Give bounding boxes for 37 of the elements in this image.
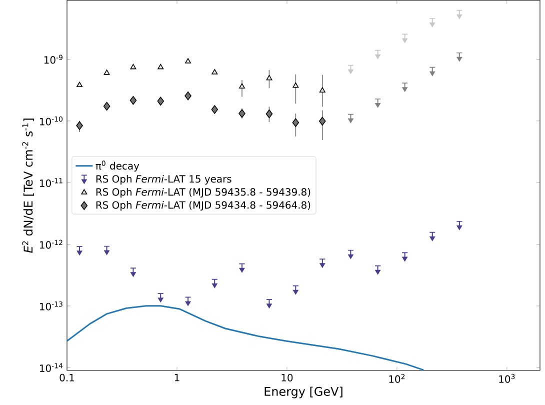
x-tick-label: 1 [174, 374, 180, 381]
y-tick-label: 10$^{-10}$ [40, 116, 63, 126]
point [158, 64, 164, 70]
y-tick-label: 10$^{-11}$ [40, 178, 62, 187]
point [104, 69, 110, 75]
point [184, 91, 192, 100]
y-tick-label: 10$^{-14}$ [40, 362, 63, 372]
point [319, 87, 326, 92]
point [185, 58, 192, 64]
x-tick-label: 0.1 [60, 374, 74, 382]
y-tick-label: 10$^{-12}$ [40, 240, 62, 249]
y-tick-label: 10$^{-13}$ [40, 301, 62, 310]
point [318, 116, 326, 126]
point [76, 82, 83, 87]
point [130, 64, 136, 70]
point [211, 104, 218, 114]
point [292, 118, 300, 127]
legend-label: π$^{0}$ decay [96, 160, 140, 172]
point [157, 96, 164, 106]
x-tick-label: 10 [282, 374, 293, 382]
point [212, 68, 218, 74]
point [292, 82, 299, 88]
point [238, 83, 245, 88]
x-tick-label: 10$^{3}$ [499, 374, 515, 383]
legend-label: RS Oph Fermi-LAT 15 years [96, 174, 232, 184]
point [130, 96, 137, 105]
legend-label: RS Oph Fermi-LAT (MJD 59434.8 - 59464.8) [96, 200, 310, 211]
point [238, 108, 246, 118]
y-tick-label: 10$^{-9}$ [44, 54, 62, 64]
point [103, 102, 110, 110]
point [76, 121, 83, 130]
point [266, 74, 272, 80]
x-axis-title: Energy [GeV] [264, 386, 342, 398]
point [266, 109, 273, 118]
x-tick-label: 10$^{2}$ [389, 374, 405, 383]
y-axis-title: E$^{2}$ dN/dE [TeV cm$^{-2}$ s$^{-1}$] [22, 118, 34, 253]
legend-label: RS Oph Fermi-LAT (MJD 59435.8 - 59439.8) [96, 188, 310, 198]
